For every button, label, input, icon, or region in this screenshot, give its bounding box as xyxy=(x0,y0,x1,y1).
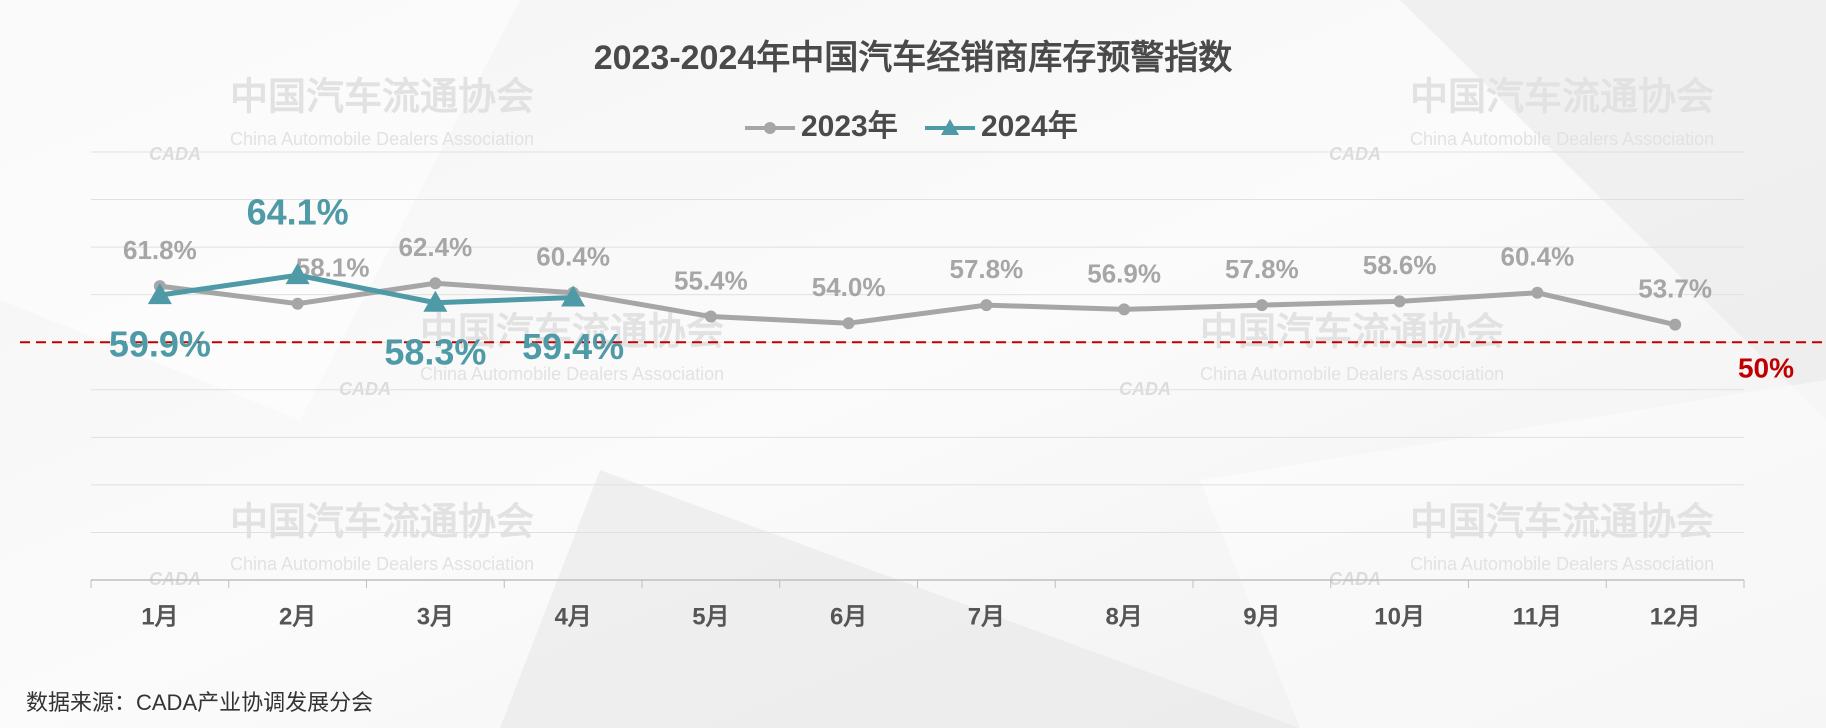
watermark-en: China Automobile Dealers Association xyxy=(1200,364,1504,384)
data-label: 60.4% xyxy=(536,242,610,272)
source: 数据来源：CADA产业协调发展分会 xyxy=(26,690,373,715)
chart-title: 2023-2024年中国汽车经销商库存预警指数 xyxy=(594,39,1233,77)
data-label: 53.7% xyxy=(1638,274,1712,304)
watermark-en: China Automobile Dealers Association xyxy=(230,554,534,574)
point xyxy=(147,283,172,305)
data-label: 60.4% xyxy=(1501,242,1575,272)
data-label: 54.0% xyxy=(812,272,886,302)
point xyxy=(561,285,586,307)
point xyxy=(291,297,304,310)
x-tick-label: 4月 xyxy=(554,603,591,630)
reference-label: 50% xyxy=(1738,353,1794,384)
x-tick-label: 5月 xyxy=(692,603,729,630)
point xyxy=(1531,286,1544,299)
watermark-logo: CADA xyxy=(1329,569,1381,589)
watermark-en: China Automobile Dealers Association xyxy=(1410,129,1714,149)
data-label: 64.1% xyxy=(247,192,349,233)
x-tick-label: 1月 xyxy=(141,603,178,630)
point xyxy=(1393,295,1406,308)
watermark-en: China Automobile Dealers Association xyxy=(230,129,534,149)
legend-label: 2024年 xyxy=(981,110,1078,143)
data-label: 61.8% xyxy=(123,235,197,265)
bg-shape xyxy=(1400,0,1826,420)
point xyxy=(285,263,310,285)
legend-label: 2023年 xyxy=(801,110,898,143)
point xyxy=(704,310,717,323)
x-tick-label: 11月 xyxy=(1513,603,1562,630)
watermark: 中国汽车流通协会 xyxy=(1410,74,1714,119)
data-label: 57.8% xyxy=(1225,254,1299,284)
series-line xyxy=(159,272,574,306)
data-label: 62.4% xyxy=(399,232,473,262)
watermark: 中国汽车流通协会 xyxy=(230,499,534,544)
data-label: 59.9% xyxy=(109,324,211,365)
data-label: 56.9% xyxy=(1087,258,1161,288)
point xyxy=(423,290,448,312)
watermark-en: China Automobile Dealers Association xyxy=(420,364,724,384)
watermark-logo: CADA xyxy=(339,379,391,399)
x-tick-label: 7月 xyxy=(968,603,1005,630)
point xyxy=(1669,318,1682,331)
watermark: 中国汽车流通协会 xyxy=(1200,309,1504,354)
x-tick-label: 3月 xyxy=(417,603,454,630)
data-label: 58.3% xyxy=(384,331,486,372)
legend-marker xyxy=(941,119,959,135)
watermark-logo: CADA xyxy=(149,144,201,164)
data-label: 55.4% xyxy=(674,265,748,295)
x-tick-label: 6月 xyxy=(830,603,867,630)
bg-shape xyxy=(1200,380,1826,728)
watermark: 中国汽车流通协会 xyxy=(1410,499,1714,544)
data-label: 57.8% xyxy=(950,254,1024,284)
point xyxy=(842,317,855,330)
watermark-logo: CADA xyxy=(149,569,201,589)
point xyxy=(1118,303,1131,316)
legend-marker xyxy=(764,122,776,134)
point xyxy=(980,299,993,312)
x-tick-label: 8月 xyxy=(1105,603,1142,630)
watermark-logo: CADA xyxy=(1119,379,1171,399)
bg-shape xyxy=(500,470,1300,728)
bg-shape xyxy=(0,0,520,420)
watermark: 中国汽车流通协会 xyxy=(230,74,534,119)
x-tick-label: 9月 xyxy=(1243,603,1280,630)
point xyxy=(1255,299,1268,312)
x-tick-label: 2月 xyxy=(279,603,316,630)
x-tick-label: 10月 xyxy=(1374,603,1425,630)
data-label: 58.6% xyxy=(1363,250,1437,280)
watermark-logo: CADA xyxy=(1329,144,1381,164)
watermark: 中国汽车流通协会 xyxy=(420,309,724,354)
series-line xyxy=(159,280,1676,328)
point xyxy=(429,277,442,290)
x-tick-label: 12月 xyxy=(1650,603,1701,630)
watermark-en: China Automobile Dealers Association xyxy=(1410,554,1714,574)
data-label: 59.4% xyxy=(522,326,624,367)
